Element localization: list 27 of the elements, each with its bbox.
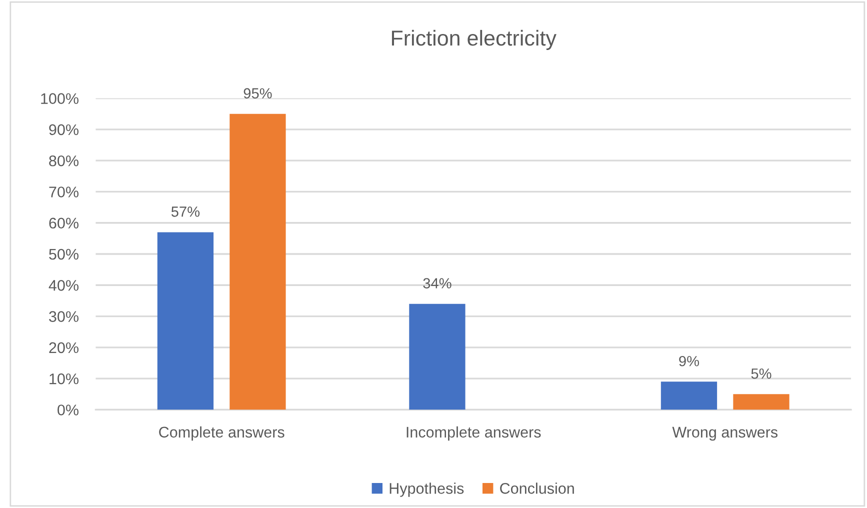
data-label: 57% <box>171 206 200 217</box>
x-tick-label: Incomplete answers <box>406 426 541 441</box>
y-tick-label: 100% <box>41 93 78 104</box>
data-label: 95% <box>244 88 272 98</box>
data-label: 34% <box>423 278 452 288</box>
bar <box>230 114 286 410</box>
bar <box>409 304 466 410</box>
x-tick-label: Complete answers <box>159 426 284 441</box>
data-label: 9% <box>679 356 700 366</box>
y-tick-label: 40% <box>48 280 78 291</box>
x-tick-label: Wrong answers <box>672 426 778 441</box>
y-tick-label: 70% <box>49 186 78 198</box>
chart-title: Friction electricity <box>392 30 556 50</box>
legend-label: Hypothesis <box>390 482 464 497</box>
y-tick-label: 30% <box>49 311 78 322</box>
y-tick-label: 60% <box>49 218 78 229</box>
y-tick-label: 20% <box>49 342 78 354</box>
legend-label: Conclusion <box>500 482 574 494</box>
data-label: 5% <box>751 368 772 379</box>
y-tick-label: 10% <box>50 373 78 384</box>
y-tick-label: 0% <box>58 404 78 416</box>
y-tick-label: 90% <box>49 124 78 136</box>
bar <box>733 394 790 410</box>
y-tick-label: 50% <box>49 248 78 260</box>
y-tick-label: 80% <box>49 155 78 166</box>
bar <box>157 232 214 410</box>
bar <box>660 382 718 410</box>
